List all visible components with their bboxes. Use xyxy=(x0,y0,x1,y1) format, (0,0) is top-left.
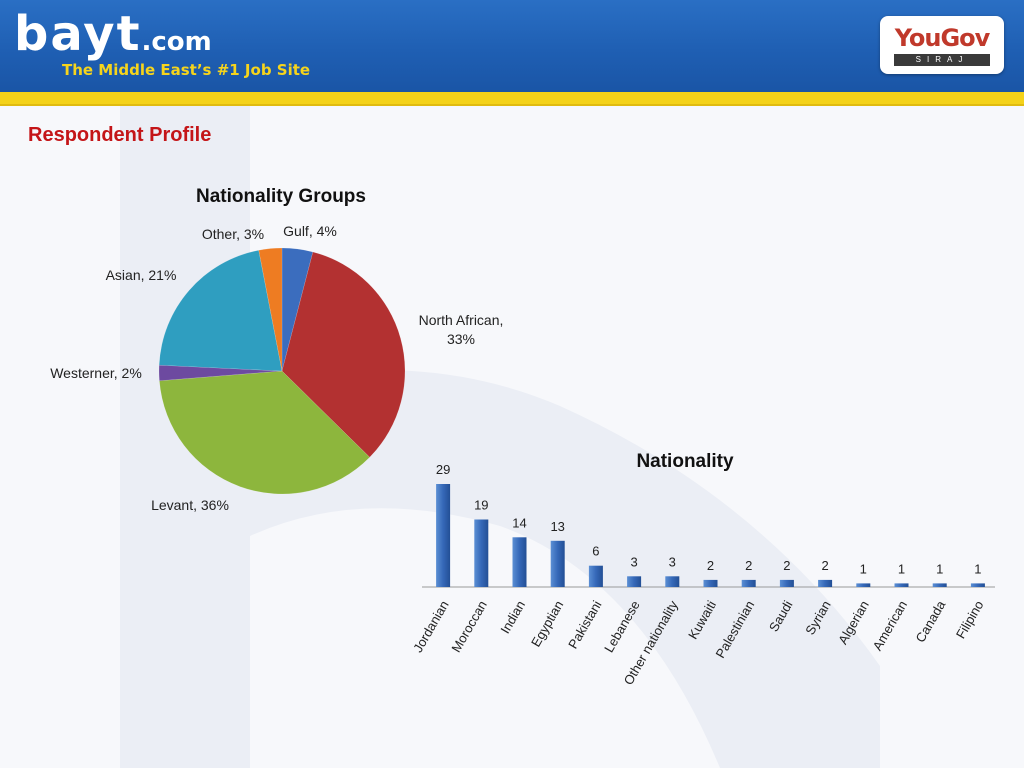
pie-slice-other xyxy=(258,247,283,372)
bar-syrian xyxy=(818,579,833,587)
pie-slice-asian xyxy=(158,249,283,372)
pie-chart: Nationality Groups Gulf, 4% North African… xyxy=(50,186,503,513)
header-stripe xyxy=(0,92,1024,106)
yougov-logo: YouGov SIRAJ xyxy=(880,16,1004,74)
bar-category-label: Filipino xyxy=(953,598,987,641)
pie-slice-levant xyxy=(159,370,371,495)
partner-name: YouGov xyxy=(894,24,991,52)
pie-slice-gulf xyxy=(281,247,314,372)
pie-chart-title: Nationality Groups xyxy=(196,186,366,207)
pie-slice-north-african xyxy=(281,251,406,458)
bar-saudi xyxy=(779,579,794,587)
bar-value-label: 2 xyxy=(783,558,790,573)
bar-category-label: Canada xyxy=(913,597,949,645)
bar-moroccan xyxy=(474,519,489,587)
bar-category-label: Syrian xyxy=(802,598,833,637)
pie-label-gulf: Gulf, 4% xyxy=(283,223,337,239)
pie-slice-westerner xyxy=(158,364,283,382)
bar-category-label: Jordanian xyxy=(410,598,452,655)
bar-category-label: American xyxy=(870,598,910,653)
bar-algerian xyxy=(856,583,871,587)
bar-category-label: Saudi xyxy=(766,598,796,634)
bar-chart-title: Nationality xyxy=(636,451,734,472)
bar-category-label: Pakistani xyxy=(565,598,604,651)
bar-pakistani xyxy=(588,565,603,587)
pie-label-asian: Asian, 21% xyxy=(106,267,177,283)
bar-value-label: 2 xyxy=(707,558,714,573)
bar-value-label: 2 xyxy=(821,558,828,573)
bayt-logo[interactable]: bayt.com xyxy=(14,10,212,58)
bar-value-label: 1 xyxy=(860,561,867,576)
pie-label-north-african: North African, 33% xyxy=(419,312,504,347)
bar-value-label: 1 xyxy=(936,561,943,576)
bar-value-label: 13 xyxy=(550,519,564,534)
bar-category-label: Indian xyxy=(497,598,528,636)
bar-chart: Nationality 29 Jordanian 19 Moroccan 14 India… xyxy=(410,451,995,687)
bar-category-label: Algerian xyxy=(835,598,872,647)
bar-value-label: 14 xyxy=(512,515,526,530)
background-watermark xyxy=(120,106,880,768)
bar-kuwaiti xyxy=(703,579,718,587)
partner-sub: SIRAJ xyxy=(894,54,990,66)
pie-label-levant: Levant, 36% xyxy=(151,497,229,513)
bar-value-label: 1 xyxy=(974,561,981,576)
bar-category-label: Moroccan xyxy=(448,598,490,655)
bar-category-label: Lebanese xyxy=(601,598,643,655)
bar-value-label: 2 xyxy=(745,558,752,573)
bar-value-label: 1 xyxy=(898,561,905,576)
tagline: The Middle East’s #1 Job Site xyxy=(62,61,311,79)
bar-filipino xyxy=(970,583,985,587)
bar-palestinian xyxy=(741,579,756,587)
bar-value-label: 3 xyxy=(669,554,676,569)
bar-category-label: Egyptian xyxy=(528,598,566,649)
bar-egyptian xyxy=(550,540,565,587)
bar-value-label: 19 xyxy=(474,498,488,513)
pie-label-westerner: Westerner, 2% xyxy=(50,365,142,381)
logo-domain: .com xyxy=(141,27,212,57)
header-bar: bayt.com The Middle East’s #1 Job Site Y… xyxy=(0,0,1024,92)
bar-other-nationality xyxy=(665,576,680,587)
bar-category-label: Kuwaiti xyxy=(685,598,719,642)
bar-value-label: 6 xyxy=(592,544,599,559)
bar-indian xyxy=(512,537,527,587)
bar-jordanian xyxy=(436,484,451,587)
bar-american xyxy=(894,583,909,587)
bar-value-label: 3 xyxy=(630,554,637,569)
bar-canada xyxy=(932,583,947,587)
logo-text: bayt xyxy=(14,6,142,62)
bar-value-label: 29 xyxy=(436,462,450,477)
bar-lebanese xyxy=(627,576,642,587)
bar-category-label: Palestinian xyxy=(713,598,758,661)
page-title: Respondent Profile xyxy=(28,124,212,146)
pie-label-other: Other, 3% xyxy=(202,226,264,242)
